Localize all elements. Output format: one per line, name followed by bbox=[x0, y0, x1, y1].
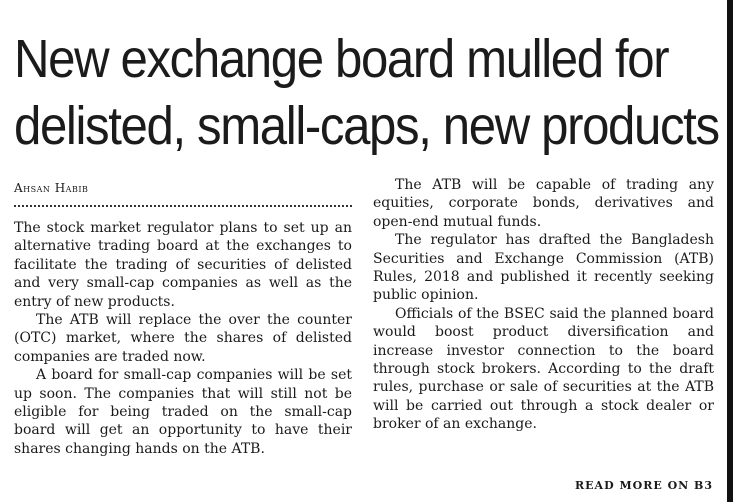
paragraph: The stock market regulator plans to set … bbox=[14, 220, 352, 310]
paragraph: The ATB will be capable of trading any e… bbox=[373, 177, 714, 230]
paragraph: Officials of the BSEC said the planned b… bbox=[373, 305, 714, 433]
paragraph: A board for small-cap companies will be … bbox=[14, 367, 352, 457]
headline-line-1: New exchange board mulled for bbox=[14, 29, 670, 89]
byline-divider bbox=[14, 205, 352, 207]
paragraph: The regulator has drafted the Bangladesh… bbox=[373, 232, 714, 304]
article-column-left: The stock market regulator plans to set … bbox=[14, 219, 352, 458]
article-headline: New exchange board mulled for delisted, … bbox=[14, 26, 720, 160]
headline-line-2: delisted, small-caps, new products bbox=[14, 96, 720, 156]
read-more-link[interactable]: READ MORE ON B3 bbox=[575, 479, 713, 492]
author-byline: Ahsan Habib bbox=[14, 181, 89, 195]
article-column-right: The ATB will be capable of trading any e… bbox=[373, 176, 714, 434]
page-edge-border bbox=[727, 0, 733, 502]
paragraph: The ATB will replace the over the counte… bbox=[14, 312, 352, 365]
